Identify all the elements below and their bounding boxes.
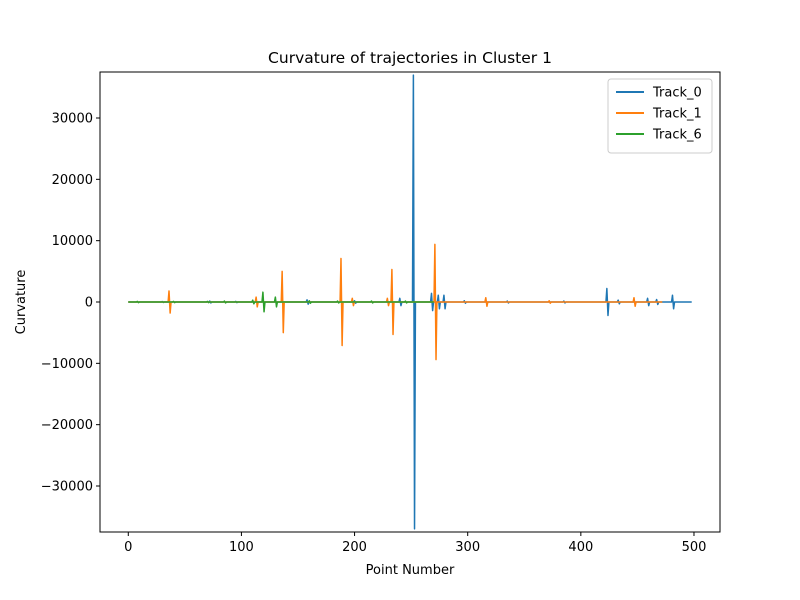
y-tick-label: −10000 bbox=[41, 357, 93, 372]
legend-label: Track_1 bbox=[652, 107, 702, 122]
y-tick-label: −20000 bbox=[41, 418, 93, 433]
x-axis-label: Point Number bbox=[366, 563, 455, 578]
x-tick-label: 500 bbox=[682, 540, 707, 555]
x-axis: 0 100 200 300 400 500 bbox=[124, 532, 706, 555]
legend: Track_0 Track_1 Track_6 bbox=[607, 78, 713, 154]
y-tick-label: 30000 bbox=[52, 112, 93, 127]
y-tick-label: −30000 bbox=[41, 480, 93, 495]
x-tick-label: 100 bbox=[229, 540, 254, 555]
x-tick-label: 400 bbox=[568, 540, 593, 555]
plot-series bbox=[128, 74, 692, 530]
chart-title: Curvature of trajectories in Cluster 1 bbox=[268, 49, 552, 67]
y-tick-label: 0 bbox=[85, 296, 93, 311]
x-tick-label: 200 bbox=[342, 540, 367, 555]
series-line-track_6 bbox=[128, 291, 434, 313]
x-tick-label: 300 bbox=[455, 540, 480, 555]
legend-label: Track_6 bbox=[652, 128, 702, 143]
y-tick-label: 20000 bbox=[52, 173, 93, 188]
y-axis: −30000 −20000 −10000 0 10000 20000 30000 bbox=[41, 112, 100, 495]
x-tick-label: 0 bbox=[124, 540, 132, 555]
legend-label: Track_0 bbox=[652, 86, 702, 101]
y-tick-label: 10000 bbox=[52, 234, 93, 249]
y-axis-label: Curvature bbox=[14, 270, 29, 335]
